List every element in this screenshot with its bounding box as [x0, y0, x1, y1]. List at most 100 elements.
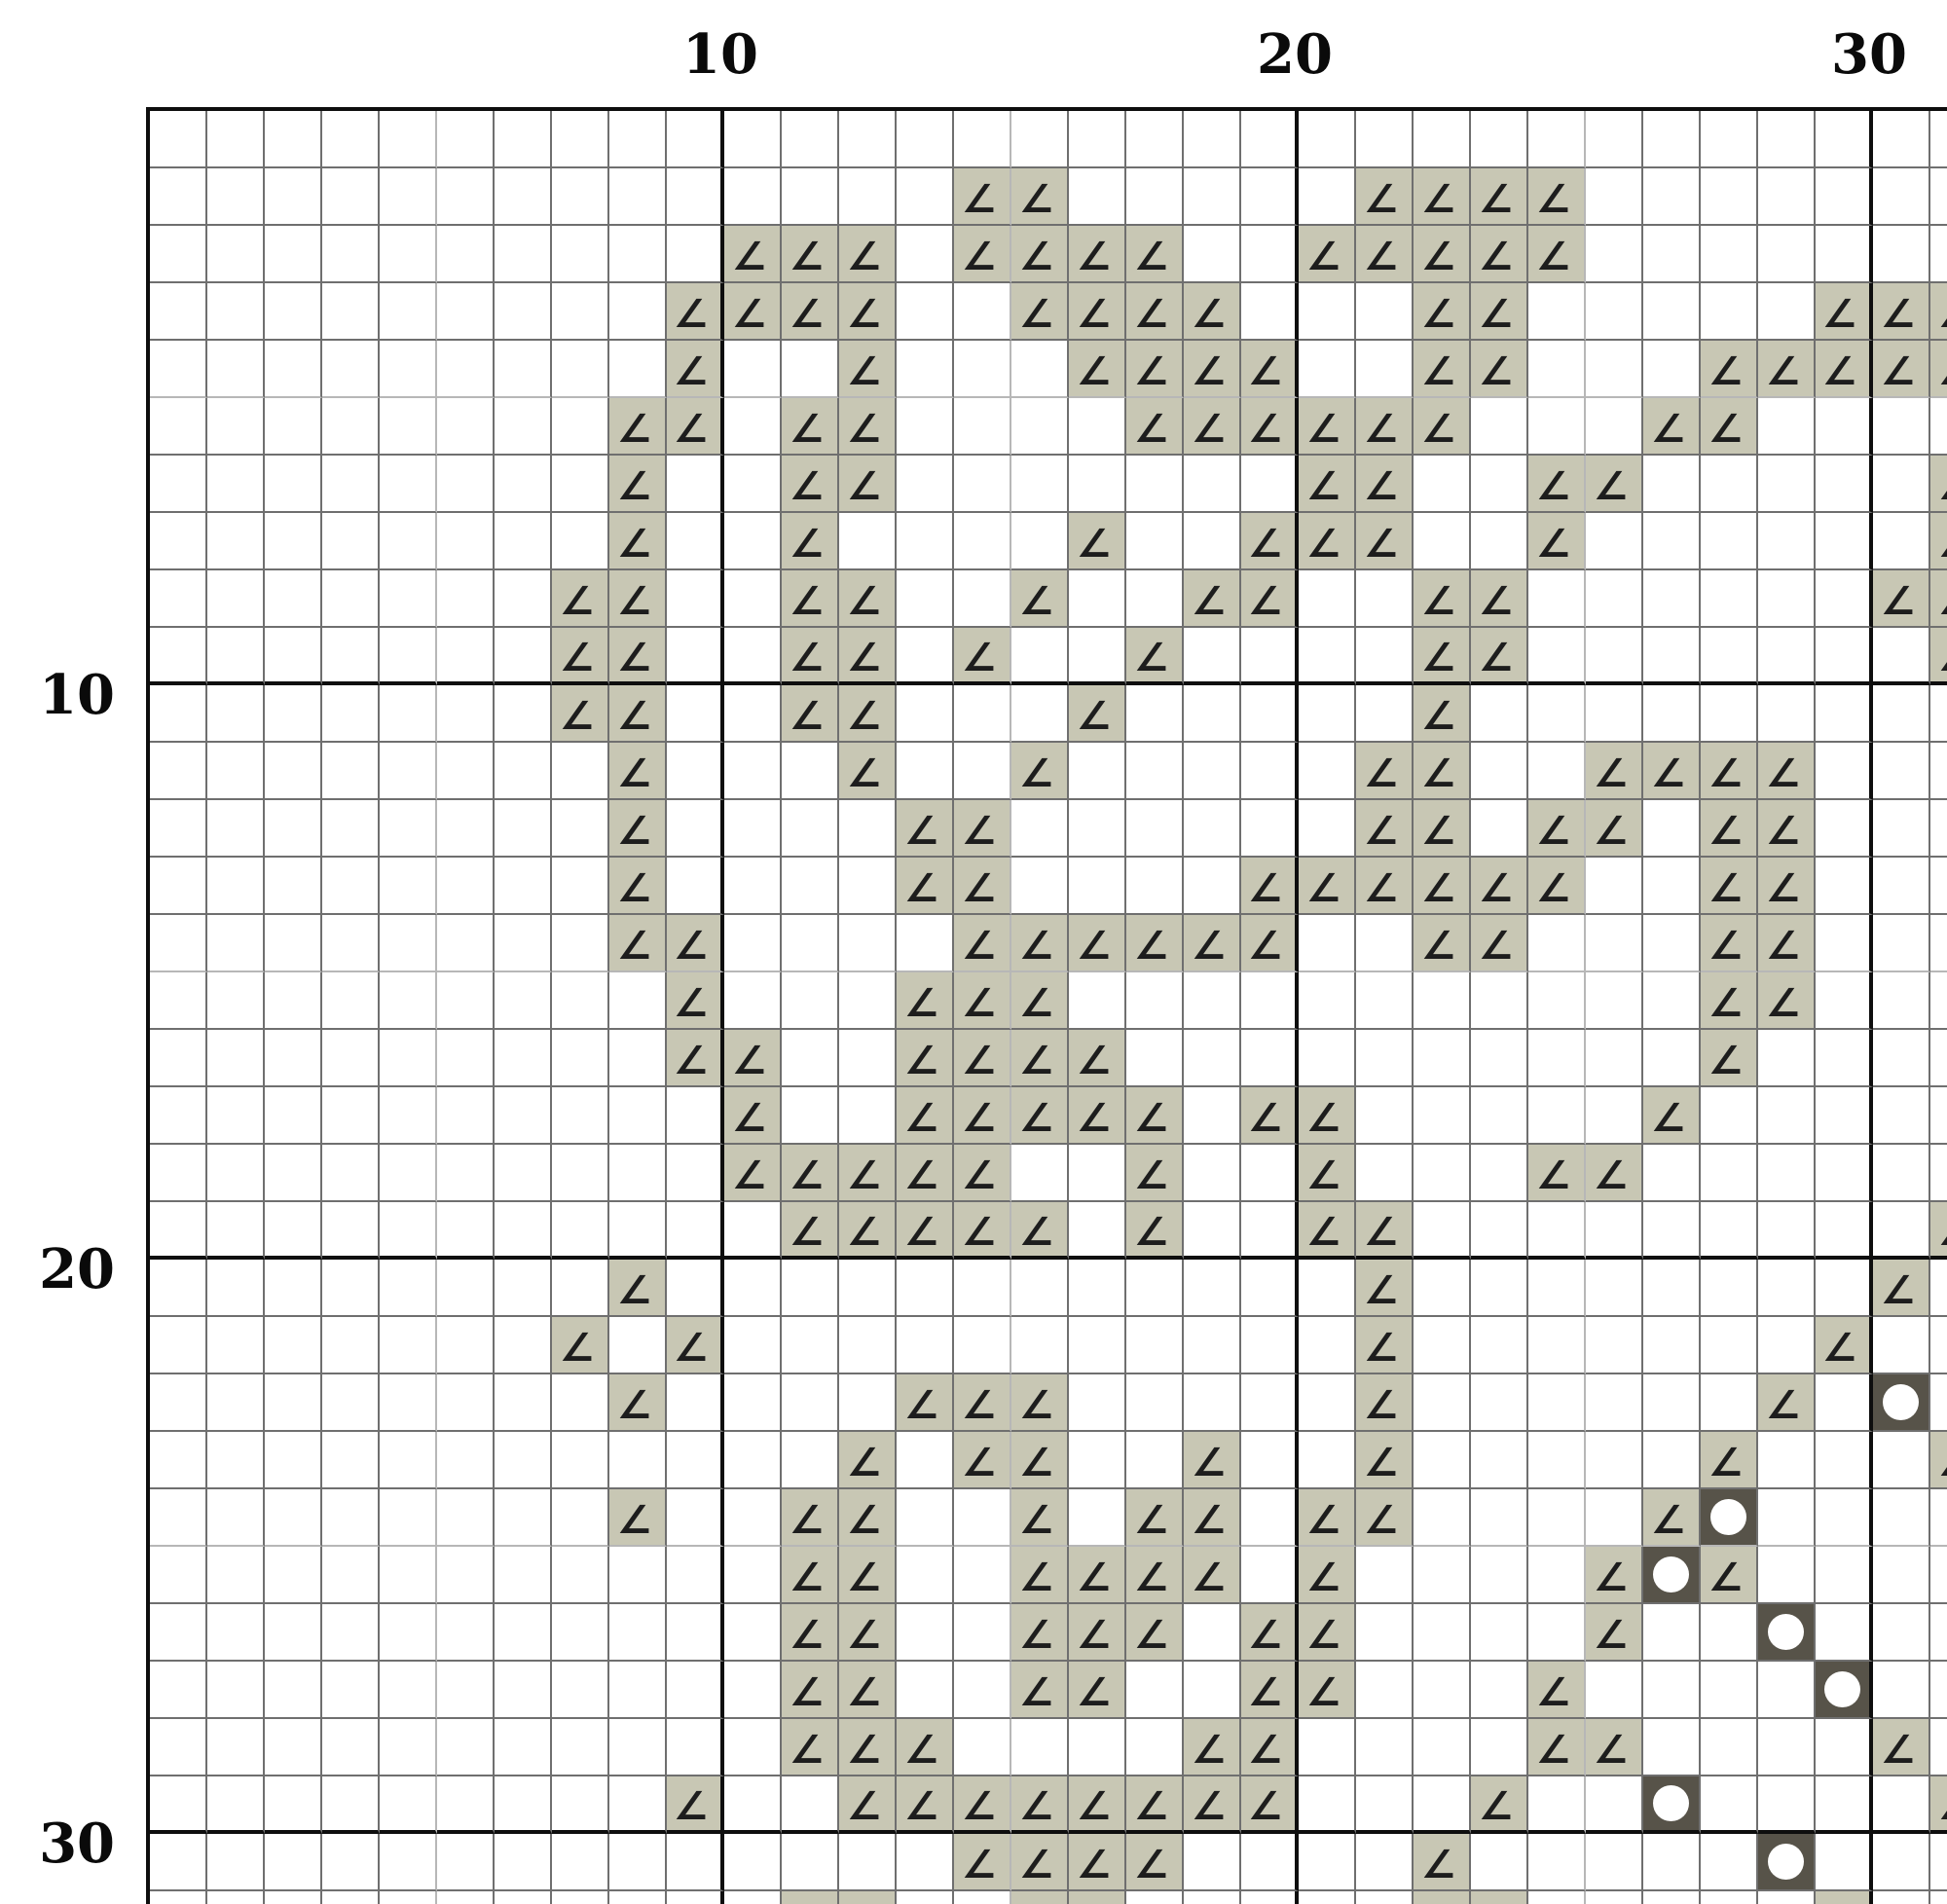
empty-grid-cell	[207, 283, 265, 341]
empty-grid-cell	[380, 1260, 437, 1317]
angle-stitch-icon: ∠	[616, 578, 652, 624]
angle-stitch-icon: ∠	[846, 1669, 882, 1715]
axis-label-top: 10	[682, 22, 758, 87]
angle-stitch-icon: ∠	[846, 1555, 882, 1600]
empty-grid-cell	[1069, 1489, 1126, 1547]
angle-stitch-icon: ∠	[1420, 406, 1456, 452]
empty-grid-cell	[265, 1891, 322, 1904]
stitch-cell-angle: ∠	[1011, 743, 1069, 800]
stitch-cell-angle: ∠	[782, 685, 839, 743]
empty-grid-cell	[552, 1260, 609, 1317]
angle-stitch-icon: ∠	[673, 348, 709, 394]
empty-grid-cell	[322, 628, 380, 685]
empty-grid-cell	[1701, 570, 1758, 628]
empty-grid-cell	[1873, 915, 1930, 972]
empty-grid-cell	[150, 972, 207, 1030]
empty-grid-cell	[724, 111, 782, 168]
empty-grid-cell	[1643, 1260, 1701, 1317]
angle-stitch-icon: ∠	[961, 865, 997, 911]
empty-grid-cell	[667, 1374, 724, 1432]
stitch-cell-angle: ∠	[1011, 1834, 1069, 1891]
angle-stitch-icon: ∠	[1077, 1903, 1112, 1904]
angle-stitch-icon: ∠	[1305, 1095, 1341, 1141]
empty-grid-cell	[782, 341, 839, 398]
empty-grid-cell	[1299, 1030, 1356, 1087]
empty-grid-cell	[1414, 1260, 1471, 1317]
angle-stitch-icon: ∠	[789, 1209, 825, 1255]
empty-grid-cell	[380, 1719, 437, 1776]
empty-grid-cell	[724, 743, 782, 800]
angle-stitch-icon: ∠	[616, 406, 652, 452]
empty-grid-cell	[1011, 341, 1069, 398]
stitch-cell-angle: ∠	[839, 1662, 897, 1719]
empty-grid-cell	[667, 1834, 724, 1891]
stitch-cell-angle: ∠	[839, 226, 897, 283]
stitch-cell-angle: ∠	[1356, 1489, 1414, 1547]
empty-grid-cell	[1471, 456, 1528, 513]
empty-grid-cell	[495, 743, 552, 800]
empty-grid-cell	[1816, 915, 1873, 972]
empty-grid-cell	[495, 1145, 552, 1202]
empty-grid-cell	[1816, 1489, 1873, 1547]
stitch-cell-angle: ∠	[897, 1374, 954, 1432]
angle-stitch-icon: ∠	[616, 1382, 652, 1428]
empty-grid-cell	[437, 972, 495, 1030]
angle-stitch-icon: ∠	[1018, 751, 1054, 796]
empty-grid-cell	[724, 1776, 782, 1834]
empty-grid-cell	[437, 1776, 495, 1834]
empty-grid-cell	[1011, 685, 1069, 743]
angle-stitch-icon: ∠	[1191, 406, 1227, 452]
empty-grid-cell	[265, 743, 322, 800]
stitch-cell-angle: ∠	[1241, 341, 1299, 398]
stitch-cell-angle: ∠	[1528, 1145, 1586, 1202]
empty-grid-cell	[1184, 685, 1241, 743]
empty-grid-cell	[1586, 1489, 1643, 1547]
empty-grid-cell	[667, 1202, 724, 1260]
angle-stitch-icon: ∠	[1938, 467, 1947, 506]
stitch-cell-angle: ∠	[1414, 1891, 1471, 1904]
angle-stitch-icon: ∠	[1076, 348, 1112, 394]
empty-grid-cell	[667, 628, 724, 685]
stitch-cell-angle: ∠	[897, 1776, 954, 1834]
empty-grid-cell	[667, 226, 724, 283]
empty-grid-cell	[1184, 1145, 1241, 1202]
stitch-cell-angle: ∠	[1528, 858, 1586, 915]
empty-grid-cell	[495, 1317, 552, 1374]
empty-grid-cell	[954, 1604, 1011, 1662]
angle-stitch-icon: ∠	[1018, 578, 1054, 624]
empty-grid-cell	[495, 1374, 552, 1432]
empty-grid-cell	[1184, 1317, 1241, 1374]
stitch-cell-angle: ∠	[1701, 915, 1758, 972]
stitch-cell-angle: ∠	[1414, 283, 1471, 341]
empty-grid-cell	[380, 743, 437, 800]
empty-grid-cell	[437, 1202, 495, 1260]
axis-label-left: 30	[39, 1812, 115, 1876]
empty-grid-cell	[380, 628, 437, 685]
empty-grid-cell	[495, 1776, 552, 1834]
empty-grid-cell	[954, 743, 1011, 800]
stitch-cell-angle: ∠	[1356, 1432, 1414, 1489]
angle-stitch-icon: ∠	[1420, 751, 1456, 796]
angle-stitch-icon: ∠	[1421, 1903, 1456, 1904]
stitch-cell-angle: ∠	[1643, 1087, 1701, 1145]
empty-grid-cell	[1356, 915, 1414, 972]
stitch-cell-angle: ∠	[839, 1719, 897, 1776]
empty-grid-cell	[724, 398, 782, 456]
angle-stitch-icon: ∠	[1247, 578, 1283, 624]
empty-grid-cell	[1356, 283, 1414, 341]
empty-grid-cell	[1184, 858, 1241, 915]
stitch-cell-angle: ∠	[1930, 1202, 1947, 1260]
stitch-cell-angle: ∠	[1414, 226, 1471, 283]
empty-grid-cell	[1758, 398, 1816, 456]
empty-grid-cell	[265, 1776, 322, 1834]
empty-grid-cell	[667, 1087, 724, 1145]
empty-grid-cell	[1414, 1719, 1471, 1776]
empty-grid-cell	[782, 743, 839, 800]
empty-grid-cell	[954, 513, 1011, 570]
stitch-cell-angle: ∠	[609, 513, 667, 570]
stitch-cell-angle: ∠	[1299, 1604, 1356, 1662]
empty-grid-cell	[207, 1776, 265, 1834]
empty-grid-cell	[322, 1030, 380, 1087]
empty-grid-cell	[1414, 513, 1471, 570]
